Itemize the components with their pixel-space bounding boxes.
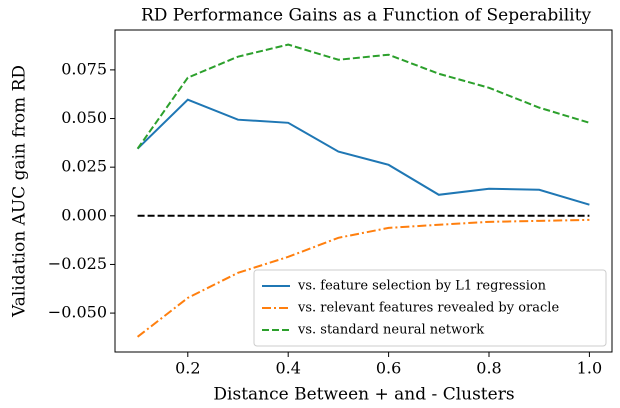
plot-frame xyxy=(114,29,613,353)
legend-label: vs. standard neural network xyxy=(297,323,484,338)
x-tick-label: 1.0 xyxy=(577,359,602,378)
y-tick-label: −0.050 xyxy=(48,303,107,322)
chart-title: RD Performance Gains as a Function of Se… xyxy=(141,6,592,26)
series-line xyxy=(136,43,590,150)
y-tick-label: 0.050 xyxy=(61,108,107,127)
x-tick-label: 0.2 xyxy=(175,359,200,378)
x-tick-label: 0.6 xyxy=(376,359,401,378)
y-tick-label: 0.000 xyxy=(61,205,107,224)
series-line xyxy=(136,98,590,206)
series-line xyxy=(136,218,590,338)
x-axis-label: Distance Between + and - Clusters xyxy=(213,385,514,405)
y-tick-label: 0.025 xyxy=(61,157,107,176)
y-axis-label: Validation AUC gain from RD xyxy=(10,65,30,318)
legend-label: vs. feature selection by L1 regression xyxy=(297,279,547,294)
y-tick-label: −0.025 xyxy=(48,254,107,273)
x-tick-label: 0.8 xyxy=(476,359,501,378)
legend-label: vs. relevant features revealed by oracle xyxy=(297,301,559,316)
y-tick-label: 0.075 xyxy=(61,59,107,78)
legend-box xyxy=(253,269,607,347)
x-tick-label: 0.4 xyxy=(275,359,300,378)
